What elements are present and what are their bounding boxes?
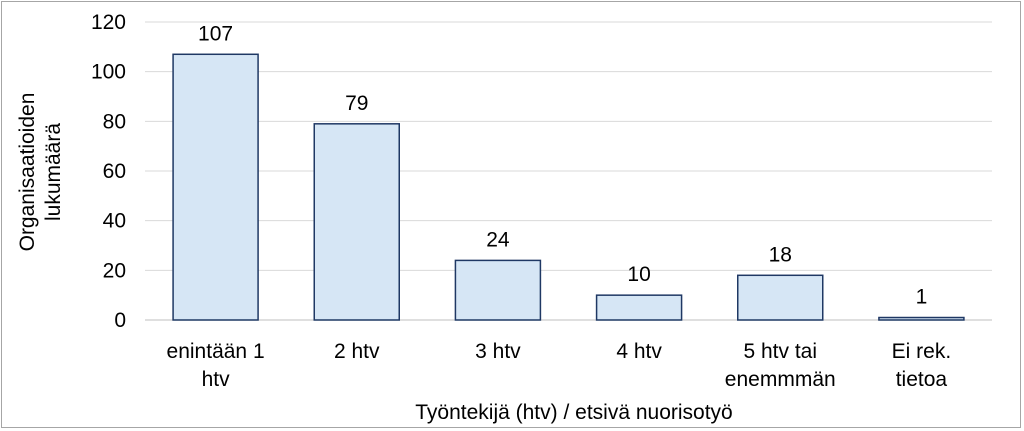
- y-tick-label: 0: [114, 309, 126, 332]
- x-tick-label: 5 htv tai: [743, 340, 817, 363]
- y-axis-ticks: 0 20 40 60 80 100 120: [91, 11, 126, 332]
- y-axis-title-line: lukumäärä: [42, 123, 65, 221]
- bar: [595, 294, 683, 321]
- data-label: 24: [486, 228, 510, 251]
- data-label: 79: [345, 92, 368, 115]
- x-tick-label: 3 htv: [475, 340, 521, 363]
- x-tick-label: enintään 1: [167, 340, 265, 363]
- bar: [454, 259, 542, 321]
- data-label: 18: [769, 243, 792, 266]
- category-labels: enintään 1 htv 2 htv 3 htv 4 htv 5 htv tai ene…: [167, 340, 952, 391]
- bars: [172, 53, 965, 321]
- data-label: 1: [916, 286, 928, 309]
- x-tick-label: tietoa: [896, 368, 948, 391]
- y-axis-title: Organisaatioiden lukumäärä: [16, 93, 65, 252]
- y-tick-label: 80: [103, 110, 126, 133]
- data-label: 107: [198, 22, 233, 45]
- data-labels: 107 79 24 10 18 1: [198, 22, 927, 308]
- bar: [313, 123, 400, 321]
- y-tick-label: 20: [103, 259, 126, 282]
- bar: [878, 316, 965, 321]
- bar: [737, 274, 824, 321]
- y-tick-label: 120: [91, 11, 126, 34]
- x-axis-title: Työntekijä (htv) / etsivä nuorisotyö: [415, 401, 732, 424]
- bar: [172, 53, 259, 321]
- y-axis-title-line: Organisaatioiden: [16, 93, 39, 252]
- x-tick-label: 4 htv: [616, 340, 662, 363]
- y-tick-label: 40: [103, 210, 126, 233]
- x-tick-label: htv: [202, 368, 231, 391]
- data-label: 10: [627, 263, 650, 286]
- y-tick-label: 100: [91, 61, 126, 84]
- y-tick-label: 60: [103, 160, 126, 183]
- x-tick-label: enemmmän: [725, 368, 836, 391]
- x-tick-label: Ei rek.: [892, 340, 952, 363]
- grid-lines: [145, 21, 992, 321]
- x-tick-label: 2 htv: [334, 340, 380, 363]
